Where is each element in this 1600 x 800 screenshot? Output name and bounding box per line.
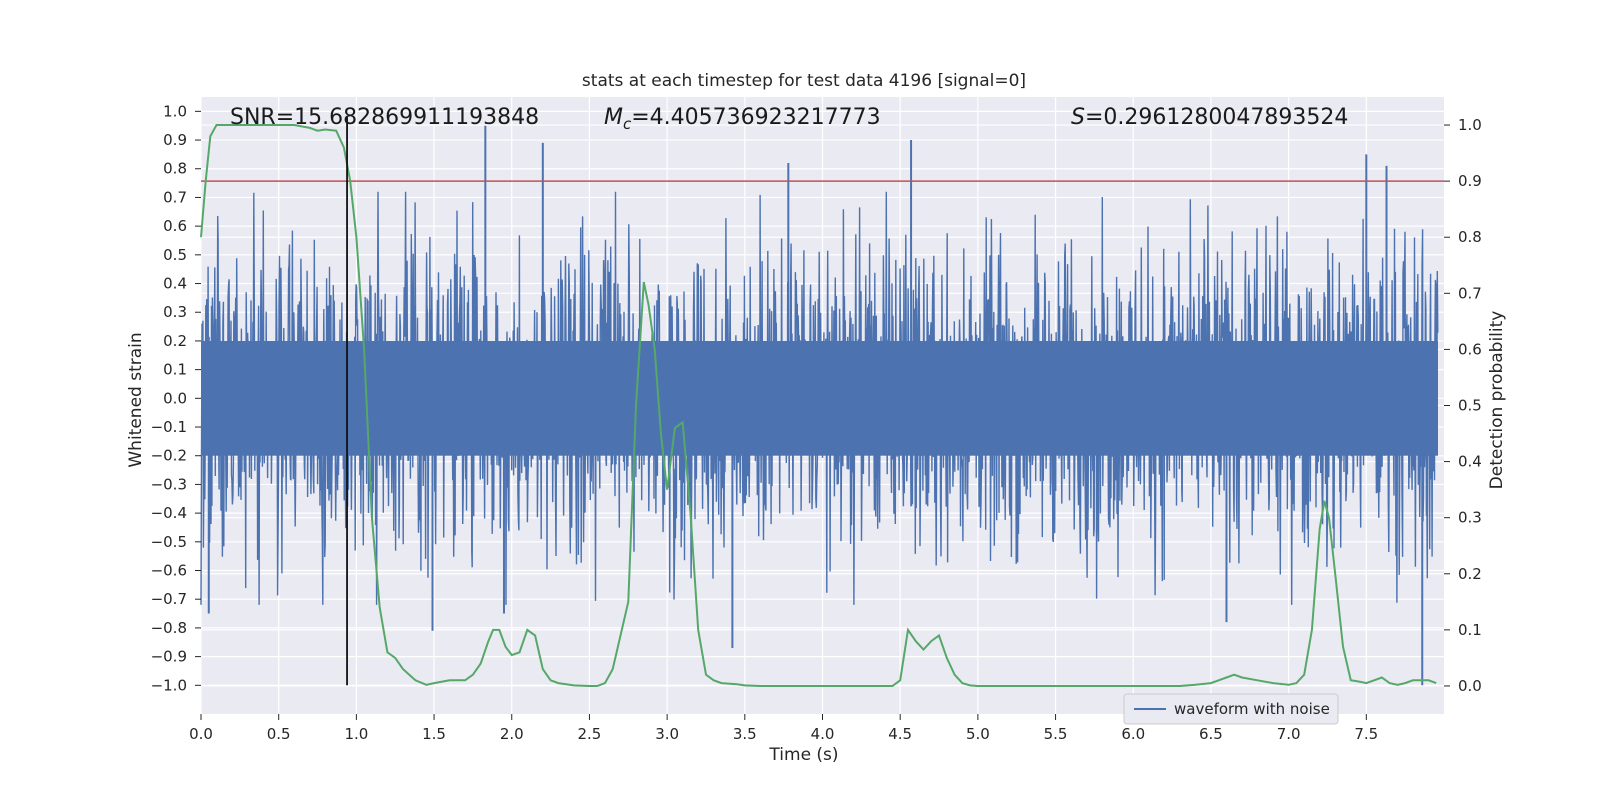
y-right-tick-label: 0.7 [1458,284,1482,302]
snr-annotation: SNR=15.682869911193848 [230,105,539,130]
x-tick-label: 6.0 [1121,725,1145,743]
x-tick-label: 0.5 [267,725,291,743]
y-right-tick-label: 0.1 [1458,621,1482,639]
mc-value: =4.405736923217773 [631,105,880,130]
x-tick-label: 5.5 [1044,725,1068,743]
x-tick-label: 1.0 [344,725,368,743]
y-left-tick-label: 0.2 [163,332,187,350]
y-left-tick-label: −0.6 [151,562,187,580]
y-left-tick-label: 1.0 [163,102,187,120]
y-right-tick-label: 0.4 [1458,453,1482,471]
waveform-series [200,125,1439,686]
x-tick-label: 2.5 [578,725,602,743]
y-right-tick-label: 0.8 [1458,228,1482,246]
x-tick-label: 3.5 [733,725,757,743]
left-axis: 1.0 0.9 0.8 0.7 0.6 0.5 0.4 0.3 0.2 0.1 0.0 −0.1 −0.… [151,102,201,694]
y-axis-label-right: Detection probability [1487,311,1507,490]
s-symbol: S [1071,105,1085,130]
waveform-core-band [201,340,1438,456]
y-right-tick-label: 1.0 [1458,116,1482,134]
mc-symbol: M [604,105,623,130]
y-left-tick-label: 0.5 [163,246,187,264]
s-value: =0.2961280047893524 [1085,105,1348,130]
y-left-tick-label: −0.9 [151,648,187,666]
y-left-tick-label: 0.9 [163,131,187,149]
x-tick-label: 4.0 [811,725,835,743]
x-tick-label: 0.0 [189,725,213,743]
x-tick-label: 2.0 [500,725,524,743]
y-left-tick-label: 0.1 [163,361,187,379]
y-left-tick-label: −0.7 [151,590,187,608]
mc-subscript: c [623,115,632,133]
legend: waveform with noise [1123,693,1339,725]
y-left-tick-label: 0.3 [163,303,187,321]
detection-probability-line [200,124,1437,687]
y-left-tick-label: 0.7 [163,188,187,206]
x-axis: 0.0 0.5 1.0 1.5 2.0 2.5 3.0 3.5 4.0 4.5 5.0 5.5 6.0 6… [189,714,1378,743]
x-tick-label: 3.0 [655,725,679,743]
y-left-tick-label: 0.0 [163,389,187,407]
y-left-tick-label: −1.0 [151,676,187,694]
y-right-tick-label: 0.0 [1458,677,1482,695]
legend-box [1123,693,1339,725]
overlay-lines [200,117,1444,687]
y-left-tick-label: −0.5 [151,533,187,551]
y-left-tick-label: 0.8 [163,160,187,178]
y-left-tick-label: −0.3 [151,475,187,493]
y-right-tick-label: 0.6 [1458,340,1482,358]
x-tick-label: 4.5 [888,725,912,743]
y-right-tick-label: 0.3 [1458,509,1482,527]
y-axis-label-left: Whitened strain [126,332,146,467]
x-axis-label: Time (s) [768,745,838,765]
chart-title: stats at each timestep for test data 419… [582,71,1026,91]
y-right-tick-label: 0.9 [1458,172,1482,190]
x-tick-label: 7.0 [1277,725,1301,743]
legend-label-waveform: waveform with noise [1174,700,1330,718]
x-tick-label: 1.5 [422,725,446,743]
right-axis: 1.0 0.9 0.8 0.7 0.6 0.5 0.4 0.3 0.2 0.1 0.0 [1444,116,1482,695]
y-right-tick-label: 0.5 [1458,397,1482,415]
x-tick-label: 5.0 [966,725,990,743]
s-annotation: S=0.2961280047893524 [1071,105,1348,130]
x-tick-label: 6.5 [1199,725,1223,743]
chirp-mass-annotation: Mc=4.405736923217773 [604,105,881,133]
y-left-tick-label: 0.6 [163,217,187,235]
y-left-tick-label: 0.4 [163,275,187,293]
y-left-tick-label: −0.4 [151,504,187,522]
x-tick-label: 7.5 [1354,725,1378,743]
y-left-tick-label: −0.2 [151,447,187,465]
y-right-tick-label: 0.2 [1458,565,1482,583]
y-left-tick-label: −0.8 [151,619,187,637]
y-left-tick-label: −0.1 [151,418,187,436]
